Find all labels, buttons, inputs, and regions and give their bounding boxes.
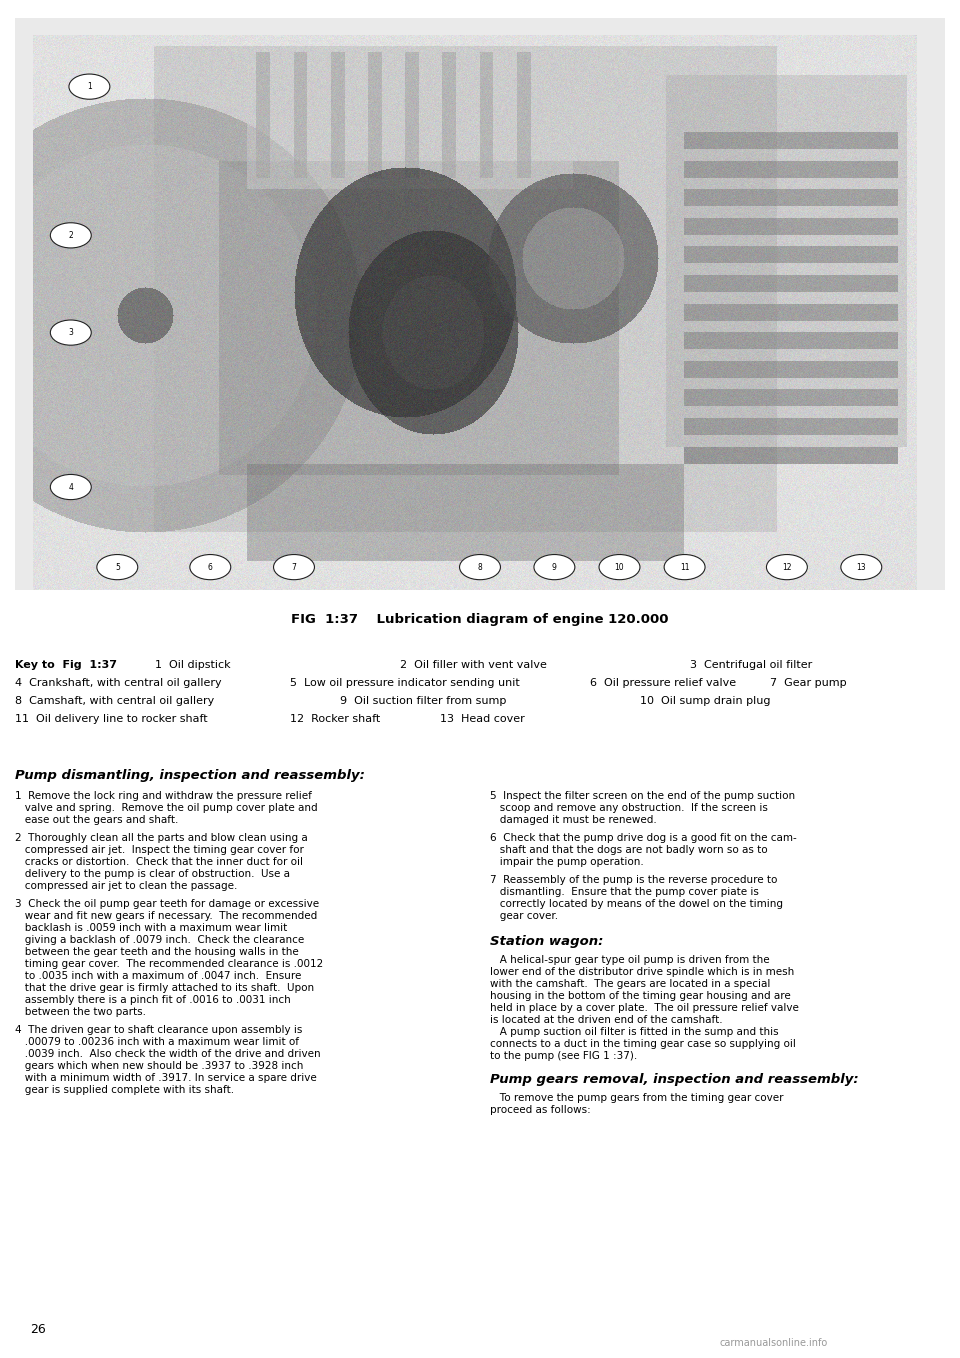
Text: held in place by a cover plate.  The oil pressure relief valve: held in place by a cover plate. The oil … xyxy=(490,1004,799,1013)
Text: impair the pump operation.: impair the pump operation. xyxy=(490,857,644,866)
Text: 4: 4 xyxy=(68,482,73,492)
Text: Key to  Fig  1:37: Key to Fig 1:37 xyxy=(15,660,117,669)
Text: 1: 1 xyxy=(87,81,92,91)
Text: 3  Centrifugal oil filter: 3 Centrifugal oil filter xyxy=(690,660,812,669)
Circle shape xyxy=(460,554,500,580)
Text: 3: 3 xyxy=(68,329,73,337)
Text: scoop and remove any obstruction.  If the screen is: scoop and remove any obstruction. If the… xyxy=(490,803,768,813)
Text: 6  Check that the pump drive dog is a good fit on the cam-: 6 Check that the pump drive dog is a goo… xyxy=(490,832,797,843)
Text: 7: 7 xyxy=(292,562,297,572)
Text: 9: 9 xyxy=(552,562,557,572)
Circle shape xyxy=(664,554,705,580)
Text: with the camshaft.  The gears are located in a special: with the camshaft. The gears are located… xyxy=(490,979,770,989)
Text: 6  Oil pressure relief valve: 6 Oil pressure relief valve xyxy=(590,678,736,689)
Text: 2: 2 xyxy=(68,231,73,240)
Text: Station wagon:: Station wagon: xyxy=(490,936,604,948)
Circle shape xyxy=(534,554,575,580)
Text: valve and spring.  Remove the oil pump cover plate and: valve and spring. Remove the oil pump co… xyxy=(15,803,318,813)
Text: gear cover.: gear cover. xyxy=(490,911,558,921)
Text: between the gear teeth and the housing walls in the: between the gear teeth and the housing w… xyxy=(15,947,299,957)
Circle shape xyxy=(50,474,91,500)
Text: .00079 to .00236 inch with a maximum wear limit of: .00079 to .00236 inch with a maximum wea… xyxy=(15,1038,299,1047)
Text: dismantling.  Ensure that the pump cover piate is: dismantling. Ensure that the pump cover … xyxy=(490,887,758,898)
Circle shape xyxy=(599,554,640,580)
Text: 2  Oil filler with vent valve: 2 Oil filler with vent valve xyxy=(400,660,547,669)
Text: 11: 11 xyxy=(680,562,689,572)
Text: wear and fit new gears if necessary.  The recommended: wear and fit new gears if necessary. The… xyxy=(15,911,317,921)
Text: between the two parts.: between the two parts. xyxy=(15,1008,146,1017)
Circle shape xyxy=(50,223,91,249)
Text: 6: 6 xyxy=(208,562,213,572)
Text: 3  Check the oil pump gear teeth for damage or excessive: 3 Check the oil pump gear teeth for dama… xyxy=(15,899,319,909)
Text: 10  Oil sump drain plug: 10 Oil sump drain plug xyxy=(640,697,771,706)
Text: A pump suction oil filter is fitted in the sump and this: A pump suction oil filter is fitted in t… xyxy=(490,1027,779,1038)
Text: that the drive gear is firmly attached to its shaft.  Upon: that the drive gear is firmly attached t… xyxy=(15,983,314,993)
Text: 12: 12 xyxy=(782,562,792,572)
Text: to .0035 inch with a maximum of .0047 inch.  Ensure: to .0035 inch with a maximum of .0047 in… xyxy=(15,971,301,980)
Text: 13  Head cover: 13 Head cover xyxy=(440,714,525,724)
Text: lower end of the distributor drive spindle which is in mesh: lower end of the distributor drive spind… xyxy=(490,967,794,976)
Text: is located at the driven end of the camshaft.: is located at the driven end of the cams… xyxy=(490,1014,723,1025)
Text: gear is supplied complete with its shaft.: gear is supplied complete with its shaft… xyxy=(15,1085,234,1095)
Text: assembly there is a pinch fit of .0016 to .0031 inch: assembly there is a pinch fit of .0016 t… xyxy=(15,995,291,1005)
Text: 12  Rocker shaft: 12 Rocker shaft xyxy=(290,714,380,724)
Circle shape xyxy=(190,554,230,580)
Circle shape xyxy=(50,320,91,345)
Text: 26: 26 xyxy=(30,1323,46,1336)
Text: Pump gears removal, inspection and reassembly:: Pump gears removal, inspection and reass… xyxy=(490,1073,858,1086)
Text: Pump dismantling, inspection and reassembly:: Pump dismantling, inspection and reassem… xyxy=(15,769,365,782)
Text: correctly located by means of the dowel on the timing: correctly located by means of the dowel … xyxy=(490,899,783,909)
Text: 11  Oil delivery line to rocker shaft: 11 Oil delivery line to rocker shaft xyxy=(15,714,207,724)
Text: A helical-spur gear type oil pump is driven from the: A helical-spur gear type oil pump is dri… xyxy=(490,955,770,966)
Text: .0039 inch.  Also check the width of the drive and driven: .0039 inch. Also check the width of the … xyxy=(15,1048,321,1059)
Text: 1  Oil dipstick: 1 Oil dipstick xyxy=(155,660,230,669)
Circle shape xyxy=(766,554,807,580)
Text: 4  The driven gear to shaft clearance upon assembly is: 4 The driven gear to shaft clearance upo… xyxy=(15,1025,302,1035)
Text: 7  Gear pump: 7 Gear pump xyxy=(770,678,847,689)
Text: backlash is .0059 inch with a maximum wear limit: backlash is .0059 inch with a maximum we… xyxy=(15,923,287,933)
Text: ease out the gears and shaft.: ease out the gears and shaft. xyxy=(15,815,179,826)
Text: carmanualsonline.info: carmanualsonline.info xyxy=(720,1338,828,1348)
Text: 8  Camshaft, with central oil gallery: 8 Camshaft, with central oil gallery xyxy=(15,697,214,706)
Text: FIG  1:37    Lubrication diagram of engine 120.000: FIG 1:37 Lubrication diagram of engine 1… xyxy=(291,614,669,626)
Text: giving a backlash of .0079 inch.  Check the clearance: giving a backlash of .0079 inch. Check t… xyxy=(15,936,304,945)
Text: 7  Reassembly of the pump is the reverse procedure to: 7 Reassembly of the pump is the reverse … xyxy=(490,875,778,885)
Text: damaged it must be renewed.: damaged it must be renewed. xyxy=(490,815,657,826)
Text: To remove the pump gears from the timing gear cover: To remove the pump gears from the timing… xyxy=(490,1093,783,1103)
Text: proceed as follows:: proceed as follows: xyxy=(490,1105,590,1115)
Text: housing in the bottom of the timing gear housing and are: housing in the bottom of the timing gear… xyxy=(490,991,791,1001)
Text: cracks or distortion.  Check that the inner duct for oil: cracks or distortion. Check that the inn… xyxy=(15,857,303,866)
Text: 5: 5 xyxy=(115,562,120,572)
Text: compressed air jet to clean the passage.: compressed air jet to clean the passage. xyxy=(15,881,237,891)
Text: 10: 10 xyxy=(614,562,624,572)
Circle shape xyxy=(274,554,315,580)
Text: to the pump (see FIG 1 :37).: to the pump (see FIG 1 :37). xyxy=(490,1051,637,1061)
Text: 8: 8 xyxy=(478,562,482,572)
Text: 5  Inspect the filter screen on the end of the pump suction: 5 Inspect the filter screen on the end o… xyxy=(490,790,795,801)
Text: connects to a duct in the timing gear case so supplying oil: connects to a duct in the timing gear ca… xyxy=(490,1039,796,1048)
Text: delivery to the pump is clear of obstruction.  Use a: delivery to the pump is clear of obstruc… xyxy=(15,869,290,879)
Circle shape xyxy=(69,75,109,99)
Text: shaft and that the dogs are not badly worn so as to: shaft and that the dogs are not badly wo… xyxy=(490,845,768,856)
Circle shape xyxy=(841,554,882,580)
Text: 5  Low oil pressure indicator sending unit: 5 Low oil pressure indicator sending uni… xyxy=(290,678,519,689)
Text: 2  Thoroughly clean all the parts and blow clean using a: 2 Thoroughly clean all the parts and blo… xyxy=(15,832,308,843)
Text: compressed air jet.  Inspect the timing gear cover for: compressed air jet. Inspect the timing g… xyxy=(15,845,304,856)
Text: 13: 13 xyxy=(856,562,866,572)
Circle shape xyxy=(97,554,138,580)
Text: 4  Crankshaft, with central oil gallery: 4 Crankshaft, with central oil gallery xyxy=(15,678,222,689)
Text: with a minimum width of .3917. In service a spare drive: with a minimum width of .3917. In servic… xyxy=(15,1073,317,1082)
Text: 9  Oil suction filter from sump: 9 Oil suction filter from sump xyxy=(340,697,506,706)
Text: 1  Remove the lock ring and withdraw the pressure relief: 1 Remove the lock ring and withdraw the … xyxy=(15,790,312,801)
Text: gears which when new should be .3937 to .3928 inch: gears which when new should be .3937 to … xyxy=(15,1061,303,1071)
Text: timing gear cover.  The recommended clearance is .0012: timing gear cover. The recommended clear… xyxy=(15,959,324,970)
